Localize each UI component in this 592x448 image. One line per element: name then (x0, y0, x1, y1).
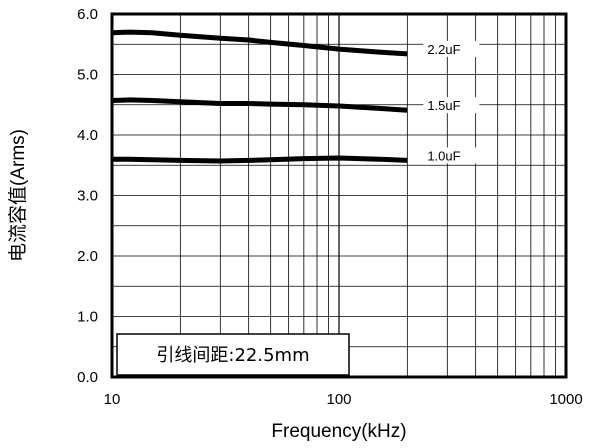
y-tick-label: 3.0 (77, 188, 98, 205)
y-tick-label: 1.0 (77, 309, 98, 326)
x-tick-label: 100 (326, 391, 351, 408)
series-label-background (423, 147, 480, 164)
x-tick-label: 10 (104, 391, 121, 408)
series-line (112, 155, 408, 164)
grid-lines (112, 14, 566, 377)
y-tick-label: 6.0 (77, 6, 98, 23)
series-label-background (423, 40, 480, 57)
plot-frame (110, 12, 568, 379)
series-label: 2.2uF (427, 42, 460, 57)
x-axis-label: Frequency(kHz) (271, 421, 406, 442)
series-label-background (423, 97, 480, 114)
series-labels: 2.2uF 1.5uF 1.0uF (423, 40, 480, 164)
annotation-text: 引线间距:22.5mm (156, 345, 309, 366)
y-tick-label: 2.0 (77, 248, 98, 265)
series-line (111, 97, 408, 113)
series-label: 1.0uF (427, 148, 460, 163)
series-label: 1.5uF (427, 98, 460, 113)
y-tick-label: 4.0 (77, 127, 98, 144)
tick-labels: 0.0 1.0 2.0 3.0 4.0 5.0 6.0 10 100 1000 (77, 6, 583, 408)
x-tick-label: 1000 (549, 391, 582, 408)
series-lines (111, 29, 408, 164)
y-axis-label: 电流容值(Arms) (7, 129, 29, 262)
annotation-box: 引线间距:22.5mm (116, 333, 350, 376)
y-tick-label: 5.0 (77, 67, 98, 84)
series-line (111, 29, 408, 57)
y-tick-label: 0.0 (77, 369, 98, 386)
annotation-frame (116, 333, 350, 376)
